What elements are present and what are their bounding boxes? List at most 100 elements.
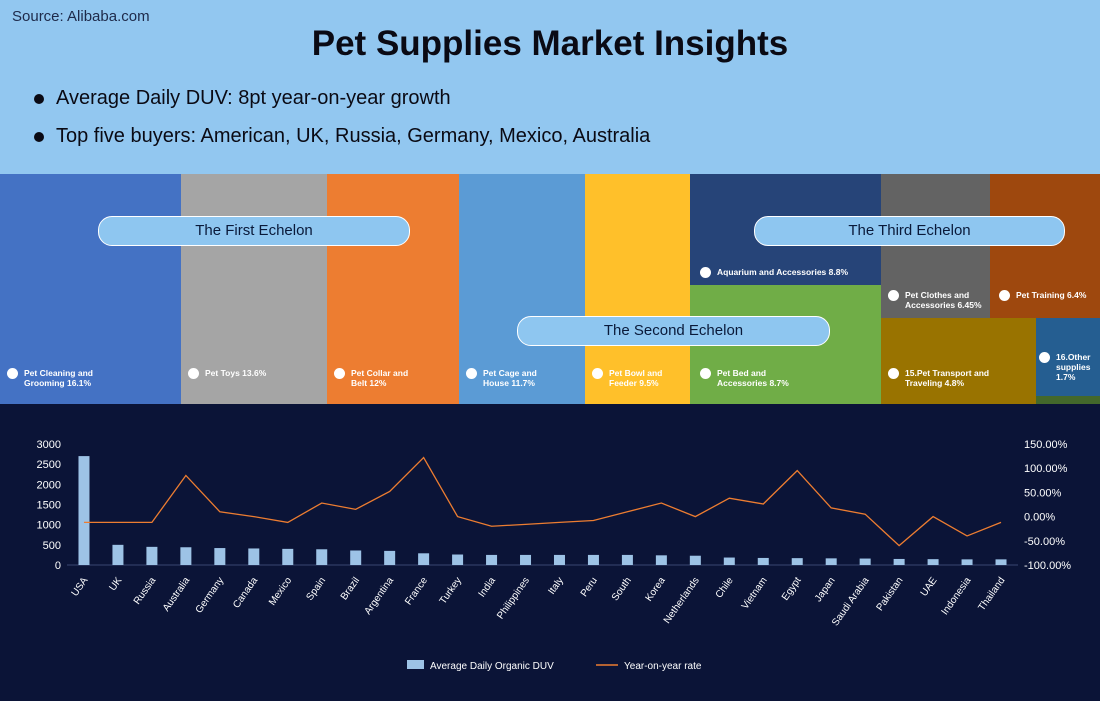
country-duv-chart: 0 500 1000 1500 2000 2500 3000 -100.00% -50.00% 0…: [37, 439, 1072, 672]
yoy-rate-line: [83, 456, 1002, 547]
x-tick-label: Argentina: [363, 575, 397, 617]
duv-bar: [384, 550, 396, 565]
duv-bar: [655, 555, 667, 565]
duv-bar: [621, 554, 633, 565]
duv-bar: [859, 558, 871, 565]
x-tick-label: Brazil: [339, 575, 362, 602]
duv-bar: [486, 554, 498, 565]
tile-label: Pet Collar and Belt 12%: [334, 368, 409, 388]
x-tick-label: Germany: [194, 575, 227, 615]
x-tick-label: Spain: [305, 575, 329, 602]
echelon-second-label: The Second Echelon: [517, 316, 830, 346]
label-dot-icon: [700, 267, 711, 278]
duv-bar: [825, 558, 837, 565]
x-tick-label: India: [477, 575, 499, 599]
y-left-tick-label: 1000: [37, 520, 61, 532]
duv-bar: [350, 550, 362, 565]
label-dot-icon: [1039, 352, 1050, 363]
x-tick-label: Netherlands: [662, 575, 702, 625]
x-tick-label: UAE: [919, 575, 940, 598]
tile-label-line: Pet Cage and: [483, 368, 537, 378]
bullet-item: Average Daily DUV: 8pt year-on-year grow…: [34, 87, 451, 110]
tile-label-line: 16.Other: [1056, 352, 1091, 362]
duv-bar: [927, 559, 939, 565]
duv-bar: [791, 558, 803, 565]
duv-bar: [146, 546, 158, 565]
x-tick-label: Turkey: [438, 575, 464, 606]
label-dot-icon: [999, 290, 1010, 301]
tile-label: Pet Cleaning and Grooming 16.1%: [7, 368, 93, 388]
tile-strip: [1036, 396, 1100, 404]
y-right-tick-label: 100.00%: [1024, 463, 1068, 475]
x-tick-label: Thailand: [976, 575, 1007, 613]
tile-label-line: Accessories 6.45%: [905, 300, 982, 310]
tile-label: Pet Clothes and Accessories 6.45%: [888, 290, 982, 310]
x-tick-label: Indonesia: [940, 575, 974, 617]
duv-bar: [112, 544, 124, 565]
y-left-tick-label: 3000: [37, 439, 61, 451]
duv-bar: [587, 554, 599, 565]
y-right-tick-label: -50.00%: [1024, 536, 1065, 548]
tile-pet-bowl: [585, 174, 690, 404]
duv-bar: [757, 557, 769, 565]
x-tick-label: Peru: [579, 575, 600, 599]
tile-label: 16.Other supplies 1.7%: [1039, 352, 1091, 382]
y-left-tick-label: 500: [43, 540, 61, 552]
x-tick-label: Vietnam: [740, 575, 770, 611]
y-right-tick-label: -100.00%: [1024, 560, 1071, 572]
tile-pet-cage: [459, 174, 585, 404]
tile-pet-clothes: [881, 174, 990, 318]
tile-label: Pet Bed and Accessories 8.7%: [700, 368, 789, 388]
tile-label-line: Grooming 16.1%: [24, 378, 92, 388]
label-dot-icon: [888, 290, 899, 301]
duv-bar: [520, 554, 532, 565]
x-tick-label: Pakistan: [875, 575, 906, 613]
duv-bar: [418, 553, 430, 565]
label-dot-icon: [188, 368, 199, 379]
label-dot-icon: [592, 368, 603, 379]
y-left-tick-label: 1500: [37, 500, 61, 512]
bullet-dot-icon: [34, 131, 44, 142]
x-tick-label: Chile: [714, 575, 736, 600]
tile-label-line: Pet Toys 13.6%: [205, 368, 267, 378]
duv-bar: [961, 559, 973, 565]
y-right-tick-label: 0.00%: [1024, 512, 1055, 524]
tile-label: Pet Bowl and Feeder 9.5%: [592, 368, 663, 388]
duv-bar: [689, 555, 701, 565]
echelon-first-label: The First Echelon: [98, 216, 410, 246]
label-dot-icon: [700, 368, 711, 379]
tile-label-line: Pet Training 6.4%: [1016, 290, 1087, 300]
x-tick-label: Italy: [546, 575, 566, 596]
duv-bar: [214, 548, 226, 565]
x-tick-label: Mexico: [267, 575, 294, 608]
echelon-third-label: The Third Echelon: [754, 216, 1065, 246]
duv-bar: [893, 558, 905, 565]
tile-pet-cleaning: [0, 174, 181, 404]
tile-label-line: Pet Bed and: [717, 368, 767, 378]
tile-label: Aquarium and Accessories 8.8%: [700, 267, 848, 278]
category-treemap: Pet Cleaning and Grooming 16.1% Pet Toys 1…: [0, 174, 1100, 404]
legend-line-label: Year-on-year rate: [624, 661, 702, 672]
y-left-tick-label: 2000: [37, 479, 61, 491]
legend-bar-swatch: [407, 660, 424, 669]
label-dot-icon: [466, 368, 477, 379]
bullet-text: Average Daily DUV: 8pt year-on-year grow…: [56, 87, 451, 109]
source-text: Source: Alibaba.com: [12, 8, 150, 25]
tile-label-line: supplies: [1056, 362, 1091, 372]
y-left-tick-label: 0: [55, 560, 61, 572]
duv-bar: [180, 547, 192, 565]
tile-label-line: Pet Collar and: [351, 368, 409, 378]
x-tick-label: USA: [70, 575, 91, 598]
tile-label: 15.Pet Transport and Traveling 4.8%: [888, 368, 989, 388]
tile-label-line: House 11.7%: [483, 378, 535, 388]
tile-label: Pet Training 6.4%: [999, 290, 1087, 301]
x-tick-label: Philippines: [495, 575, 532, 621]
duv-bar: [316, 549, 328, 565]
duv-bar: [553, 554, 565, 565]
tile-pet-toys: [181, 174, 327, 404]
tile-label-line: Pet Bowl and: [609, 368, 663, 378]
x-tick-label: France: [403, 575, 430, 607]
legend-bar-label: Average Daily Organic DUV: [430, 661, 554, 672]
duv-bar: [723, 557, 735, 565]
y-left-tick-label: 2500: [37, 459, 61, 471]
